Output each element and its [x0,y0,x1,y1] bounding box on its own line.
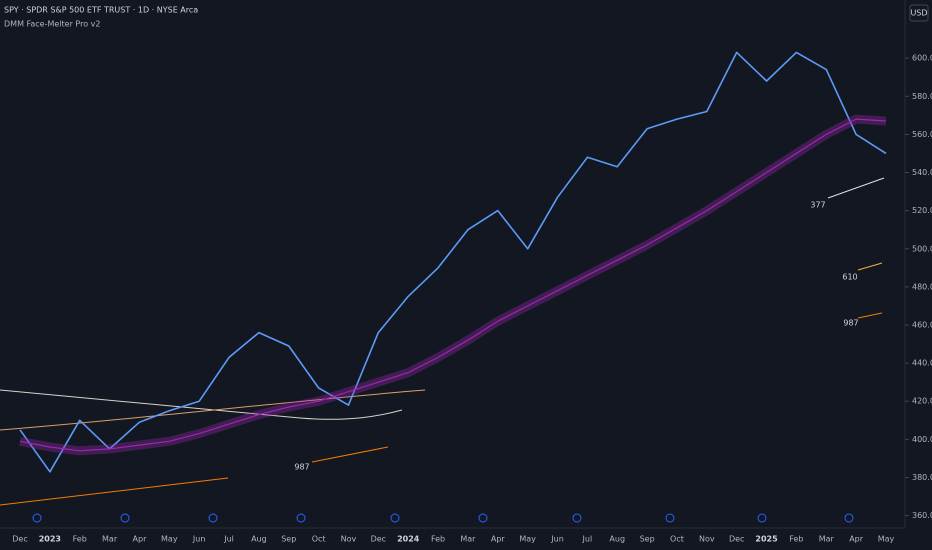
x-tick-label: Feb [789,535,803,544]
x-tick-label: Apr [491,535,506,544]
x-tick-label: Jun [192,535,206,544]
x-tick-label: Apr [849,535,864,544]
series-1 [19,114,887,456]
x-tick-label: Mar [819,535,835,544]
x-tick-label: Feb [431,535,445,544]
ma-line [19,118,887,452]
x-tick-label: Jul [582,535,593,544]
y-tick-label: 380.00 [912,473,932,482]
x-tick-label: Feb [73,535,87,544]
y-tick-label: 360.00 [912,511,932,520]
x-tick-label: May [161,535,178,544]
x-tick-label: Jul [223,535,234,544]
x-tick-label: Dec [729,535,744,544]
x-tick-label: Nov [341,535,357,544]
y-tick-label: 460.00 [912,320,932,329]
x-tick-label: May [878,535,895,544]
currency-box[interactable] [909,4,929,22]
x-tick-label: Oct [312,535,326,544]
y-tick-label: 500.00 [912,244,932,253]
x-tick-label: Jun [550,535,564,544]
x-tick-label: 2024 [397,535,420,544]
x-tick-label: Aug [251,535,267,544]
fib-lines [0,177,885,506]
x-tick-label: Sep [281,535,296,544]
fib-label: 610 [842,273,857,282]
y-tick-label: 520.00 [912,206,932,215]
series-0 [19,51,887,473]
indicator-name: DMM Face-Melter Pro v2 [4,20,100,29]
x-tick-label: Mar [102,535,118,544]
y-tick-label: 600.00 [912,54,932,63]
x-tick-label: Dec [371,535,386,544]
x-tick-label: Apr [133,535,148,544]
fib-label: 377 [810,201,825,210]
event-markers [32,513,854,523]
y-tick-label: 440.00 [912,359,932,368]
x-tick-label: Mar [460,535,476,544]
x-tick-label: May [519,535,536,544]
x-tick-label: Nov [699,535,715,544]
x-tick-label: Dec [12,535,27,544]
price-line [19,51,887,473]
chart-title: SPY · SPDR S&P 500 ETF TRUST · 1D · NYSE… [4,6,198,15]
y-tick-label: 540.00 [912,168,932,177]
y-tick-label: 580.00 [912,92,932,101]
x-tick-label: 2023 [39,535,61,544]
y-tick-label: 400.00 [912,435,932,444]
fib-label: 987 [294,463,309,472]
y-tick-label: 560.00 [912,130,932,139]
x-tick-label: Sep [640,535,655,544]
x-tick-label: Aug [609,535,625,544]
currency[interactable]: USD [910,9,927,18]
x-tick-label: 2025 [755,535,778,544]
fib-label: 987 [843,319,858,328]
x-tick-label: Oct [670,535,684,544]
y-tick-label: 480.00 [912,282,932,291]
y-tick-label: 420.00 [912,397,932,406]
